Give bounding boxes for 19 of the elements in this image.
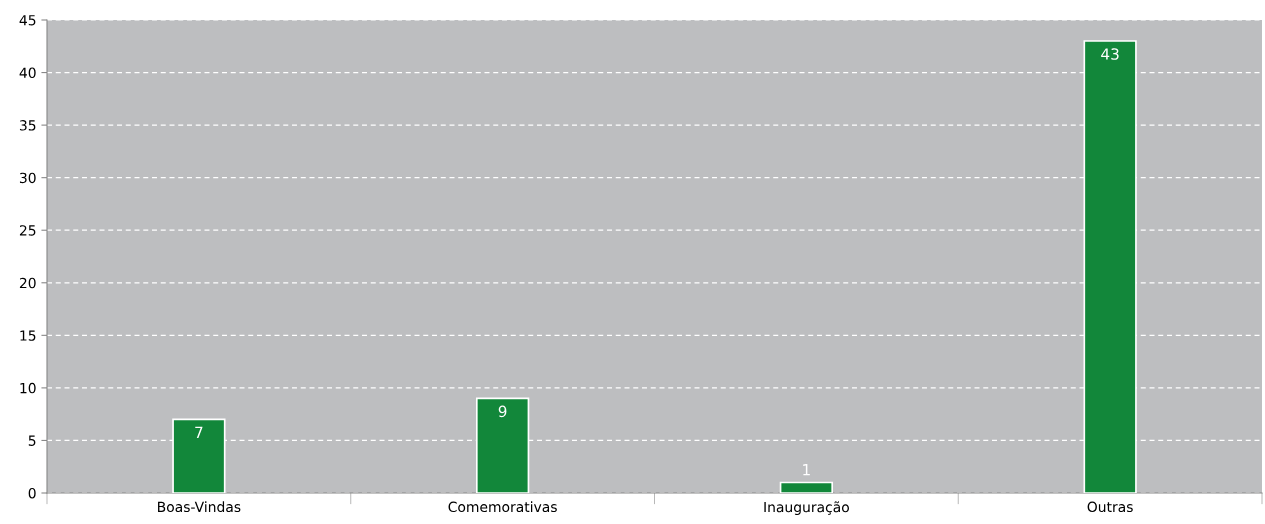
bar bbox=[779, 481, 834, 493]
y-tick-label: 15 bbox=[20, 330, 36, 341]
y-tick-label: 10 bbox=[20, 382, 36, 394]
y-tick-label: 5 bbox=[28, 435, 36, 446]
data-label: 9 bbox=[498, 405, 507, 418]
x-tick-label: Inauguração bbox=[764, 501, 849, 516]
y-tick-label: 40 bbox=[19, 67, 36, 79]
y-tick-label: 30 bbox=[19, 172, 36, 184]
x-tick-label: Outras bbox=[1087, 501, 1133, 513]
x-tick-label: Boas-Vindas bbox=[158, 501, 241, 513]
data-label: 7 bbox=[195, 426, 203, 438]
y-tick-label: 45 bbox=[19, 15, 36, 26]
y-tick-label: 0 bbox=[28, 487, 36, 499]
y-tick-label: 35 bbox=[19, 120, 36, 131]
data-label: 1 bbox=[803, 464, 810, 476]
y-tick-label: 20 bbox=[19, 277, 36, 289]
data-label: 43 bbox=[1101, 48, 1119, 60]
y-tick-label: 25 bbox=[19, 225, 36, 236]
x-tick-label: Comemorativas bbox=[448, 501, 557, 513]
